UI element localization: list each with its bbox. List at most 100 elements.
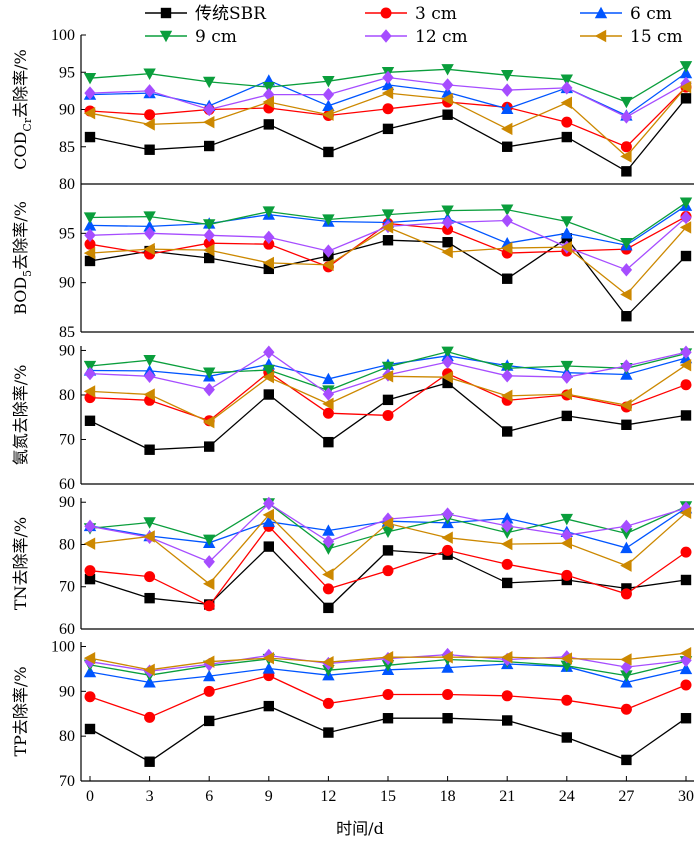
data-point <box>680 679 692 691</box>
data-point <box>441 507 454 521</box>
data-point <box>144 756 155 767</box>
data-point <box>322 534 335 549</box>
data-point <box>561 694 573 706</box>
data-point <box>620 288 632 301</box>
data-point <box>679 66 693 79</box>
data-point <box>560 240 572 254</box>
data-point <box>322 697 334 709</box>
data-point <box>84 255 96 267</box>
x-tick-label: 3 <box>146 788 154 805</box>
data-point <box>143 220 156 232</box>
series <box>83 221 692 301</box>
series <box>83 80 692 163</box>
data-point <box>441 215 454 230</box>
panel: 60 70 80 90 TN去除率/% <box>11 494 694 638</box>
data-point <box>382 409 394 421</box>
data-point <box>502 426 513 437</box>
data-point <box>322 543 335 555</box>
data-point <box>679 506 692 519</box>
x-axis: 0 3 6 9 12 15 18 21 24 27 30 <box>86 776 694 805</box>
y-tick-label: 70 <box>59 579 75 596</box>
data-point <box>262 515 275 527</box>
data-point <box>620 150 632 163</box>
series <box>84 377 692 455</box>
y-tick-label: 80 <box>59 728 75 745</box>
data-point <box>501 369 513 383</box>
data-point <box>263 263 274 275</box>
data-point <box>382 123 394 135</box>
data-point <box>621 166 632 177</box>
legend-item: 3 cm <box>365 4 457 24</box>
data-point <box>441 346 454 358</box>
data-point <box>621 754 632 766</box>
legend-item: 15 cm <box>580 27 683 47</box>
data-point <box>560 360 573 373</box>
data-point <box>620 528 633 540</box>
data-point <box>83 107 96 120</box>
x-axis-label: 时间/d <box>336 819 384 838</box>
data-point <box>502 273 513 284</box>
panel: 80 85 90 95 100 CODCr去除率/% <box>11 27 694 193</box>
data-point <box>502 577 513 589</box>
data-point <box>381 651 394 664</box>
x-tick-label: 27 <box>618 788 634 805</box>
data-point <box>381 370 394 383</box>
y-tick-label: 60 <box>59 476 75 493</box>
data-point <box>680 93 692 104</box>
data-point <box>322 75 335 88</box>
data-point <box>560 652 572 665</box>
data-point <box>263 541 274 552</box>
data-point <box>441 205 454 217</box>
data-point <box>501 537 513 551</box>
data-point <box>680 345 692 359</box>
data-point <box>679 221 692 234</box>
data-point <box>262 81 275 94</box>
x-tick-label: 30 <box>678 788 694 805</box>
data-point <box>203 655 215 668</box>
data-point <box>323 727 334 738</box>
data-point <box>84 86 96 100</box>
data-point <box>203 534 216 547</box>
data-point <box>560 96 572 109</box>
legend-label: 9 cm <box>195 27 237 47</box>
data-point <box>561 131 572 143</box>
data-point <box>83 360 97 373</box>
data-point <box>382 394 394 406</box>
data-point <box>143 517 156 529</box>
series <box>84 93 692 177</box>
data-point <box>263 87 275 102</box>
data-point <box>322 387 335 401</box>
data-point <box>263 119 274 130</box>
data-point <box>83 212 97 224</box>
y-tick-label: 90 <box>59 102 75 119</box>
data-point <box>203 555 215 569</box>
data-point <box>442 223 454 235</box>
y-tick-label: 70 <box>59 773 75 790</box>
legend-label: 传统SBR <box>195 4 267 24</box>
data-point <box>441 245 453 259</box>
y-tick-label: 80 <box>59 387 75 404</box>
data-point <box>263 230 275 244</box>
data-point <box>323 602 334 614</box>
data-point <box>501 512 514 524</box>
y-tick-label: 60 <box>59 621 75 638</box>
y-tick-label: 90 <box>59 342 75 359</box>
y-tick-label: 70 <box>59 431 75 448</box>
data-point <box>561 81 573 95</box>
data-point <box>680 210 692 225</box>
data-point <box>382 545 394 556</box>
data-point <box>501 241 513 255</box>
data-point <box>381 660 395 672</box>
data-point <box>203 102 215 117</box>
series <box>83 197 693 250</box>
legend-label: 12 cm <box>415 27 468 47</box>
data-point <box>144 592 155 604</box>
data-point <box>441 370 453 384</box>
panel: 60 70 80 90 氨氮去除率/% <box>11 342 694 493</box>
panel: 70 80 90 100 TP去除率/% <box>11 638 694 790</box>
legend-marker <box>594 6 608 19</box>
data-point <box>441 64 454 76</box>
data-point <box>203 76 216 89</box>
data-point <box>501 558 513 570</box>
data-point <box>382 235 394 246</box>
